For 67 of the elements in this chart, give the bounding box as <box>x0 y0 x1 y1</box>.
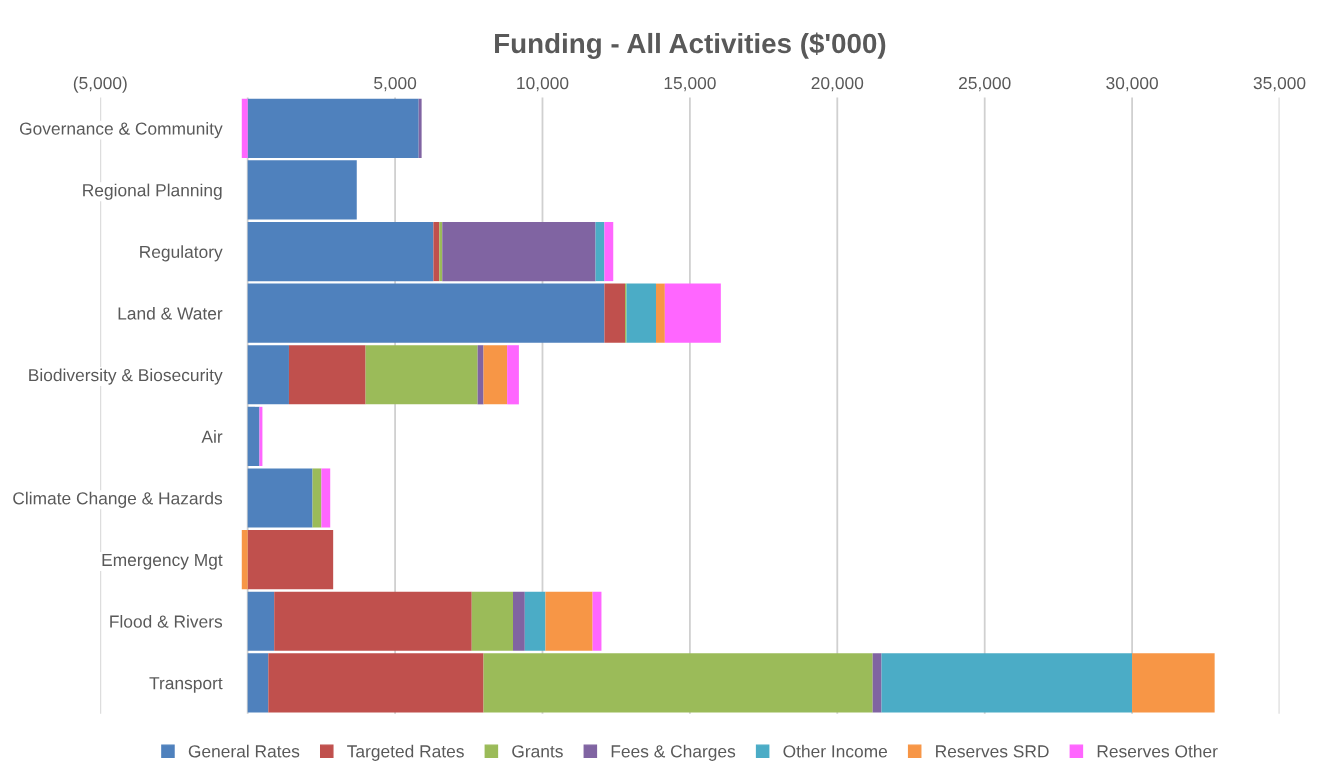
bar <box>439 221 443 282</box>
bar <box>247 406 260 466</box>
bar <box>442 221 596 282</box>
y-tick-label: Regional Planning <box>83 183 222 200</box>
legend-label: General Rates <box>188 744 300 758</box>
bar <box>259 406 263 466</box>
y-tick-label: Flood & Rivers <box>110 614 223 628</box>
bar <box>592 591 602 651</box>
y-tick-label: Emergency Mgt <box>102 554 223 570</box>
x-tick-label: (5,000) <box>73 76 127 93</box>
y-tick-label: Regulatory <box>140 245 223 262</box>
y-tick-label: Air <box>201 430 223 443</box>
legend-label: Grants <box>512 745 563 758</box>
bar <box>365 345 478 405</box>
bar <box>418 98 422 158</box>
bar <box>268 653 484 713</box>
bar <box>247 283 605 343</box>
chart-title: Funding - All Activities ($'000) <box>495 32 886 59</box>
legend-label: Reserves Other <box>1097 744 1218 758</box>
bar <box>247 530 334 590</box>
bar <box>274 591 472 651</box>
bar <box>247 98 419 158</box>
bar <box>604 283 626 343</box>
bar <box>513 591 525 651</box>
y-tick-label: Biodiversity & Biosecurity <box>29 368 223 385</box>
x-tick-label: 20,000 <box>811 76 864 92</box>
bar <box>595 221 605 282</box>
bar <box>288 345 366 405</box>
x-tick-label: 30,000 <box>1106 76 1158 92</box>
bar <box>626 283 656 343</box>
y-tick-label: Transport <box>149 677 223 693</box>
bar <box>247 653 269 713</box>
legend-label: Targeted Rates <box>347 744 464 761</box>
legend-label: Fees & Charges <box>611 744 736 761</box>
bar <box>241 98 248 158</box>
bar <box>604 221 614 282</box>
y-tick-label: Governance & Community <box>19 122 223 139</box>
x-tick-label: 35,000 <box>1253 76 1306 92</box>
x-tick-label: 5,000 <box>374 76 417 92</box>
bar <box>247 221 434 282</box>
bar <box>241 530 248 590</box>
bar <box>545 591 593 651</box>
y-tick-label: Land & Water <box>118 306 223 320</box>
bar <box>433 221 440 282</box>
bar <box>524 591 546 651</box>
bar <box>321 468 331 528</box>
bar <box>477 345 484 405</box>
bar <box>655 283 665 343</box>
legend-label: Reserves SRD <box>936 745 1049 758</box>
bar <box>1132 653 1215 713</box>
bar <box>247 345 289 405</box>
x-tick-label: 25,000 <box>959 76 1011 92</box>
y-tick-label: Climate Change & Hazards <box>13 491 223 508</box>
bar <box>471 591 514 651</box>
bar <box>872 653 882 713</box>
x-tick-label: 15,000 <box>664 76 716 92</box>
bar <box>483 653 873 713</box>
x-tick-label: 10,000 <box>517 76 569 92</box>
bar <box>247 160 357 220</box>
bar <box>247 468 313 528</box>
bar <box>664 283 721 343</box>
bar <box>483 345 508 405</box>
bar <box>247 591 275 651</box>
bar <box>881 653 1133 713</box>
bar <box>507 345 519 405</box>
legend-label: Other Income <box>783 744 888 758</box>
bar <box>312 468 322 528</box>
